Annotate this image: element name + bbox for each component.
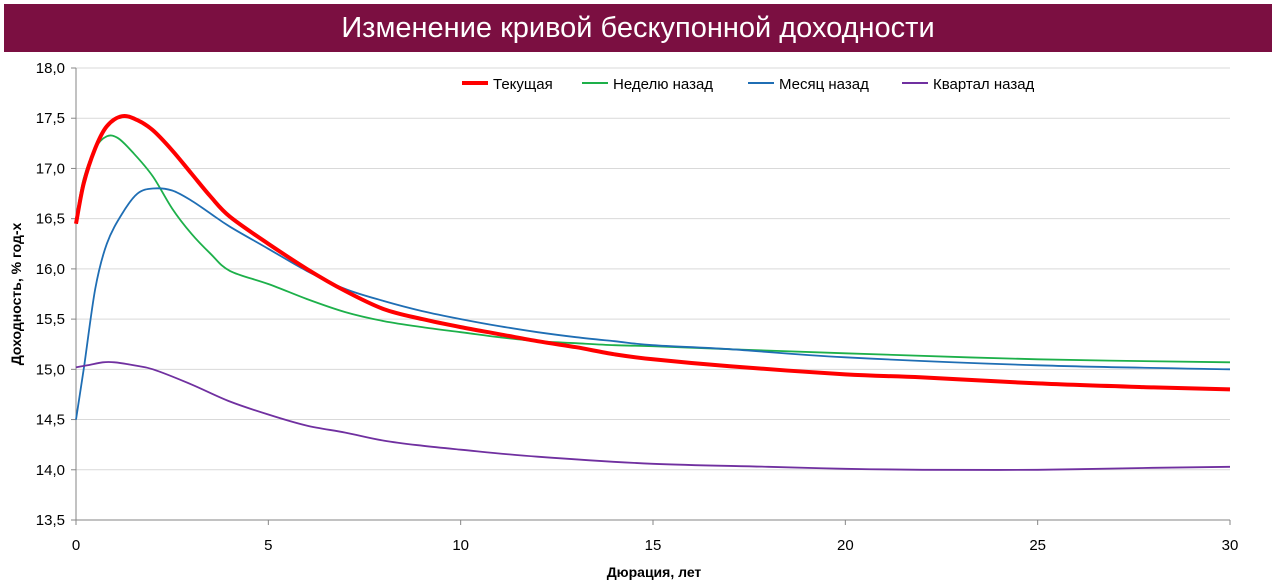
x-tick-label: 10 xyxy=(452,537,469,554)
chart-title: Изменение кривой бескупонной доходности xyxy=(4,4,1272,52)
x-tick-label: 20 xyxy=(837,537,854,554)
legend-label: Текущая xyxy=(493,76,553,93)
x-tick-label: 30 xyxy=(1222,537,1239,554)
y-tick-label: 16,0 xyxy=(36,261,65,278)
series-line-1 xyxy=(74,113,1231,392)
gridlines xyxy=(76,67,1230,521)
y-tick-label: 17,5 xyxy=(36,110,65,127)
y-tick-label: 16,5 xyxy=(36,211,65,228)
x-axis-title: Дюрация, лет xyxy=(607,564,702,580)
series-line-2 xyxy=(75,134,1231,364)
y-axis-title: Доходность, % год-х xyxy=(8,222,24,365)
y-tick-label: 14,0 xyxy=(36,462,65,479)
y-tick-label: 15,0 xyxy=(36,361,65,378)
legend-label: Квартал назад xyxy=(933,76,1035,93)
legend-label: Неделю назад xyxy=(613,76,713,93)
axes xyxy=(71,67,1231,525)
y-tick-label: 15,5 xyxy=(36,311,65,328)
legend-label: Месяц назад xyxy=(779,76,869,93)
x-tick-label: 5 xyxy=(264,537,272,554)
y-tick-labels: 13,5 14,0 14,5 15,0 15,5 16,0 16,5 17,0 17,5 18,0 xyxy=(36,60,65,529)
x-tick-label: 25 xyxy=(1029,537,1046,554)
y-tick-label: 18,0 xyxy=(36,60,65,77)
series-lines xyxy=(74,113,1231,471)
x-tick-label: 0 xyxy=(72,537,80,554)
legend: Текущая Неделю назад Месяц назад Квартал на… xyxy=(462,76,1035,93)
x-tick-label: 15 xyxy=(645,537,662,554)
y-tick-label: 13,5 xyxy=(36,512,65,529)
y-tick-label: 17,0 xyxy=(36,160,65,177)
series-line-3 xyxy=(75,187,1231,420)
y-tick-label: 14,5 xyxy=(36,412,65,429)
series-line-4 xyxy=(75,361,1231,471)
x-tick-labels: 0 5 10 15 20 25 30 xyxy=(72,537,1239,554)
